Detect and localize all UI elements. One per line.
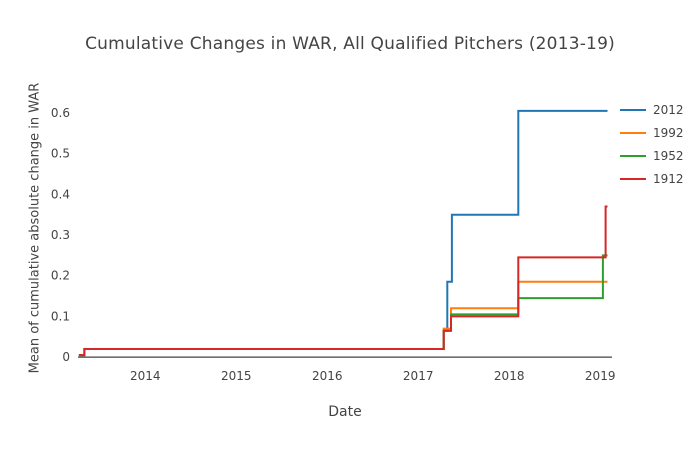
x-tick-label: 2018: [494, 369, 525, 383]
legend-label: 1912: [653, 172, 684, 186]
legend-item-1912[interactable]: 1912: [620, 172, 684, 186]
x-tick-label: 2016: [312, 369, 343, 383]
y-tick-label: 0.2: [51, 269, 70, 283]
series-line-2012: [78, 109, 608, 357]
legend-item-2012[interactable]: 2012: [620, 103, 684, 117]
legend: 2012 1992 1952 1912: [620, 103, 684, 186]
legend-line-swatch: [620, 177, 646, 181]
x-tick-label: 2014: [130, 369, 161, 383]
x-tick-label: 2019: [585, 369, 616, 383]
legend-label: 1952: [653, 149, 684, 163]
legend-label: 1992: [653, 126, 684, 140]
y-tick-label: 0.1: [51, 309, 70, 323]
legend-line-swatch: [620, 131, 646, 135]
series-line-1992: [78, 280, 608, 357]
legend-item-1952[interactable]: 1952: [620, 149, 684, 163]
series-line-1912: [78, 205, 608, 357]
legend-line-swatch: [620, 154, 646, 158]
legend-item-1992[interactable]: 1992: [620, 126, 684, 140]
chart-title: Cumulative Changes in WAR, All Qualified…: [85, 34, 615, 54]
y-axis-title: Mean of cumulative absolute change in WA…: [27, 82, 43, 374]
y-tick-label: 0.3: [51, 228, 70, 242]
y-tick-label: 0.5: [51, 147, 70, 161]
y-tick-label: 0.4: [51, 187, 70, 201]
x-tick-label: 2017: [403, 369, 434, 383]
x-axis-title: Date: [328, 404, 362, 420]
legend-line-swatch: [620, 108, 646, 112]
x-tick-label: 2015: [221, 369, 252, 383]
legend-label: 2012: [653, 103, 684, 117]
series-line-1952: [78, 254, 608, 357]
y-tick-label: 0: [62, 350, 70, 364]
y-tick-label: 0.6: [51, 106, 70, 120]
